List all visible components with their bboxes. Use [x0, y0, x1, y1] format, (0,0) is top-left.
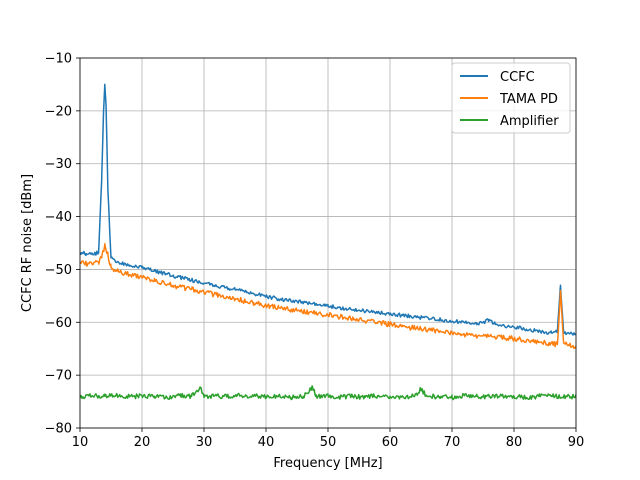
legend-label-tama-pd: TAMA PD — [499, 92, 558, 107]
x-tick-label: 30 — [196, 435, 213, 450]
y-tick-label: −30 — [45, 157, 72, 172]
series-group — [80, 83, 576, 401]
legend-box — [451, 62, 571, 134]
x-tick-label: 80 — [506, 435, 523, 450]
y-tick-label: −10 — [45, 52, 72, 67]
series-line-ccfc — [80, 83, 576, 336]
y-tick-label: −20 — [45, 104, 72, 119]
x-tick-label: 50 — [320, 435, 337, 450]
legend-label-amplifier: Amplifier — [500, 114, 559, 129]
y-axis-label: CCFC RF noise [dBm] — [20, 174, 35, 312]
y-tick-label: −40 — [45, 210, 72, 225]
x-tick-label: 10 — [72, 435, 89, 450]
x-tick-label: 90 — [568, 435, 585, 450]
series-line-amplifier — [80, 385, 576, 401]
ticks: 10 20 30 40 50 60 70 80 90 −80 −70 −60 −50 −40 −30 −20 −… — [45, 52, 585, 451]
series-line-tama-pd — [80, 242, 576, 350]
y-tick-label: −80 — [45, 422, 72, 437]
x-axis-label: Frequency [MHz] — [273, 456, 382, 471]
legend-label-ccfc: CCFC — [500, 70, 535, 85]
x-tick-label: 60 — [382, 435, 399, 450]
y-tick-label: −50 — [45, 263, 72, 278]
y-tick-label: −70 — [45, 369, 72, 384]
x-tick-label: 20 — [134, 435, 151, 450]
x-tick-label: 70 — [444, 435, 461, 450]
y-tick-label: −60 — [45, 316, 72, 331]
legend: CCFC TAMA PD Amplifier — [451, 62, 571, 134]
x-tick-label: 40 — [258, 435, 275, 450]
